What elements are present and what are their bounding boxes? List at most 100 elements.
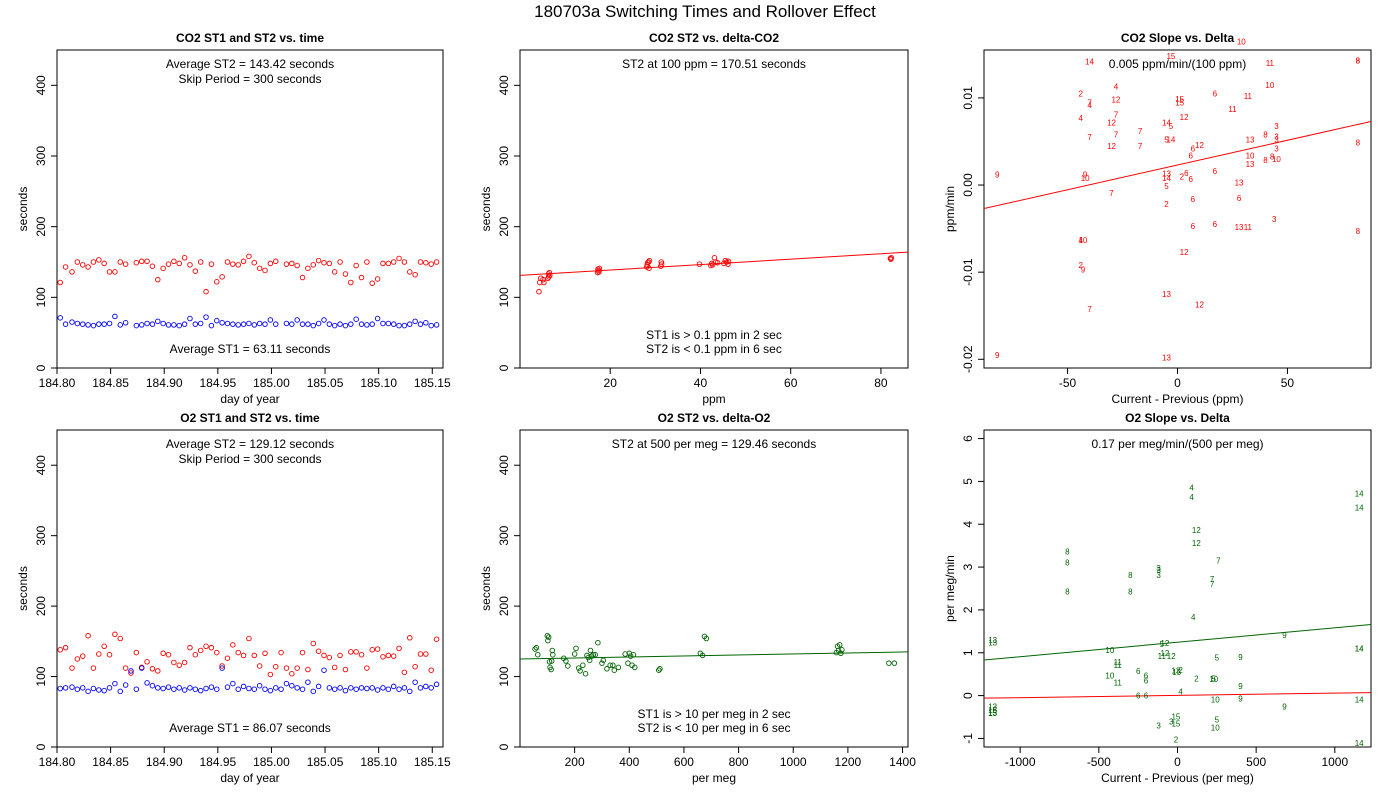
point-label: 10: [1081, 174, 1090, 183]
data-point: [836, 642, 843, 648]
point-label: 4: [1087, 101, 1092, 110]
plot-frame: [983, 429, 1372, 748]
data-point: [433, 681, 440, 688]
data-point: [401, 259, 408, 265]
point-label: 10: [1209, 675, 1218, 684]
x-tick-label: 80: [874, 376, 888, 390]
data-point: [219, 274, 225, 280]
point-label: 14: [1355, 739, 1364, 748]
point-label: 12: [1195, 141, 1204, 150]
data-point: [90, 685, 97, 692]
data-point: [246, 635, 252, 642]
point-label: 6: [1136, 667, 1141, 676]
data-point: [417, 685, 424, 691]
data-point: [428, 685, 434, 691]
data-point: [533, 644, 540, 651]
plots-container: CO2 ST1 and ST2 vs. time 184.80 184.85 184.…: [16, 31, 1372, 785]
annotation-bottom-1: ST1 is > 10 per meg in 2 sec: [637, 707, 790, 721]
x-tick-label: 200: [565, 755, 585, 769]
data-point: [374, 315, 381, 322]
data-point: [369, 280, 375, 286]
annotation-top-1: Average ST2 = 129.12 seconds: [166, 437, 334, 451]
data-point: [256, 320, 263, 327]
x-tick-label: 600: [674, 755, 694, 769]
data-point: [79, 685, 86, 691]
point-label: 8: [1270, 152, 1275, 161]
data-point: [112, 269, 118, 275]
data-point: [310, 262, 317, 268]
data-point: [112, 680, 118, 687]
data-point: [224, 259, 231, 265]
x-tick-label: 60: [784, 376, 798, 390]
data-point: [62, 264, 69, 270]
data-point: [321, 317, 327, 323]
data-point: [160, 685, 166, 692]
point-label: 4: [1178, 688, 1183, 697]
point-label: 6: [1213, 90, 1218, 99]
y-tick-label: -0.02: [961, 345, 975, 373]
data-point: [658, 259, 664, 265]
data-point: [165, 261, 172, 267]
data-point: [176, 322, 182, 329]
x-axis-label: day of year: [220, 771, 279, 785]
data-point: [547, 272, 553, 279]
data-point: [155, 685, 161, 691]
point-label: 12: [1111, 96, 1120, 105]
data-point: [541, 279, 547, 286]
data-point: [888, 255, 895, 261]
data-point: [289, 260, 295, 267]
data-point: [283, 261, 290, 267]
y-tick-label: -0.01: [961, 258, 975, 286]
data-point: [74, 259, 81, 265]
data-point: [106, 685, 113, 691]
point-label: 8: [1263, 131, 1268, 140]
point-label: 15: [1175, 98, 1184, 107]
data-point: [144, 258, 150, 265]
data-point: [353, 316, 359, 322]
point-label: 2: [1180, 172, 1185, 181]
x-tick-label: 185.10: [360, 376, 397, 390]
point-label: 14: [1166, 136, 1175, 145]
data-point: [703, 635, 710, 642]
point-label: 13: [1171, 667, 1180, 676]
point-label: 15: [988, 708, 997, 717]
point-label: 4: [1079, 114, 1084, 123]
data-point: [155, 318, 161, 325]
data-point: [101, 321, 107, 327]
data-point: [428, 322, 434, 329]
y-tick-label: 4: [961, 521, 975, 528]
data-point: [364, 685, 370, 692]
point-label: 11: [1266, 59, 1275, 68]
data-point: [407, 321, 413, 327]
x-tick-label: 184.80: [39, 755, 76, 769]
data-point: [155, 668, 161, 674]
data-point: [208, 261, 215, 267]
data-point: [412, 318, 418, 325]
data-point: [407, 269, 413, 275]
y-tick-label: 1: [961, 649, 975, 656]
data-point: [128, 668, 134, 674]
point-label: 10: [1211, 695, 1220, 704]
point-label: 9: [1282, 703, 1287, 712]
plot-frame: [519, 49, 909, 369]
point-label: 10: [1272, 155, 1281, 164]
data-point: [214, 317, 220, 324]
data-point: [203, 314, 209, 320]
data-point: [101, 687, 107, 694]
data-point: [721, 260, 727, 267]
x-tick-label: 800: [729, 755, 749, 769]
data-point: [112, 631, 118, 638]
chart-title: O2 Slope vs. Delta: [1125, 411, 1230, 425]
point-label: 4: [1114, 83, 1119, 92]
data-point: [380, 685, 386, 691]
point-label: 6: [1188, 175, 1193, 184]
point-label: 3: [1272, 215, 1277, 224]
annotation-top-2: Skip Period = 300 seconds: [178, 72, 321, 86]
data-point: [385, 652, 392, 659]
data-point: [203, 685, 209, 692]
data-point: [607, 662, 613, 669]
point-label: 2: [1079, 261, 1084, 270]
point-label: 3: [1274, 122, 1279, 131]
point-label: 12: [1195, 300, 1204, 309]
data-point: [337, 685, 343, 691]
